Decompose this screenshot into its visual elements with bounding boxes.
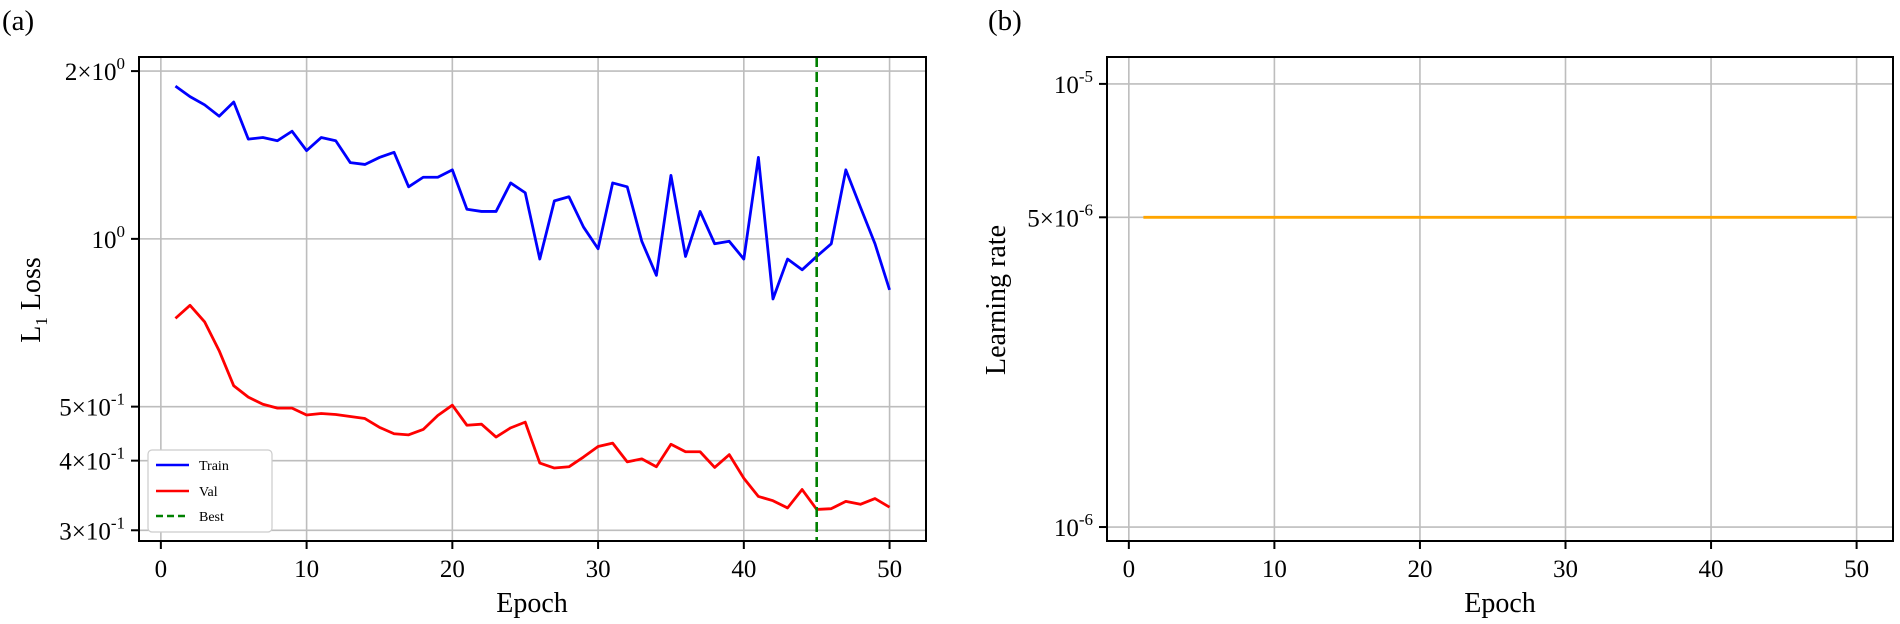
x-tick-label: 0 bbox=[1123, 556, 1136, 583]
x-tick-label: 20 bbox=[1407, 556, 1432, 583]
x-tick-label: 30 bbox=[1553, 556, 1578, 583]
x-tick-label: 50 bbox=[877, 556, 902, 583]
y-tick-label: 2×100 bbox=[65, 54, 125, 86]
loss-axes-frame bbox=[138, 56, 927, 542]
loss-plot-area bbox=[174, 57, 891, 541]
y-tick-label: 5×10-1 bbox=[59, 390, 125, 422]
panel-label-b: (b) bbox=[988, 5, 1022, 37]
x-tick-label: 0 bbox=[155, 556, 168, 583]
legend-train-label: Train bbox=[199, 459, 229, 474]
x-tick-label: 50 bbox=[1844, 556, 1869, 583]
y-tick-label: 5×10-6 bbox=[1027, 200, 1093, 232]
x-tick-label: 40 bbox=[1699, 556, 1724, 583]
loss-y-axis-label: L1 Loss bbox=[16, 257, 51, 343]
x-tick-label: 30 bbox=[586, 556, 611, 583]
y-tick-label: 100 bbox=[92, 222, 126, 254]
series-val-line bbox=[174, 303, 891, 511]
learning-rate-chart: (b) 0 10 20 30 40 50 10-5 5×10-6 10-6 Epoch Lear… bbox=[981, 5, 1894, 619]
legend-val-label: Val bbox=[199, 485, 218, 500]
lr-y-axis-label: Learning rate bbox=[981, 225, 1012, 375]
legend-box bbox=[147, 449, 273, 533]
lr-grid bbox=[1107, 57, 1893, 541]
lr-axes-frame bbox=[1106, 56, 1894, 542]
loss-ticks: 0 10 20 30 40 50 2×100 100 5×10-1 4×10-1 3×10-1 bbox=[59, 54, 902, 583]
x-tick-label: 10 bbox=[1262, 556, 1287, 583]
lr-ticks: 0 10 20 30 40 50 10-5 5×10-6 10-6 bbox=[1027, 67, 1869, 583]
x-tick-label: 40 bbox=[731, 556, 756, 583]
x-tick-label: 20 bbox=[440, 556, 465, 583]
legend-best-label: Best bbox=[199, 510, 224, 525]
y-tick-label: 10-5 bbox=[1054, 67, 1093, 99]
loss-chart: (a) 0 10 20 30 40 50 2×100 100 5×10-1 4×10-1 3×10-… bbox=[2, 5, 927, 619]
y-tick-label: 3×10-1 bbox=[59, 513, 125, 545]
y-tick-label: 10-6 bbox=[1054, 510, 1093, 542]
series-train-line bbox=[174, 84, 891, 301]
y-tick-label: 4×10-1 bbox=[59, 444, 125, 476]
x-tick-label: 10 bbox=[294, 556, 319, 583]
loss-legend: Train Val Best bbox=[147, 449, 273, 533]
panel-label-a: (a) bbox=[2, 5, 34, 37]
loss-x-axis-label: Epoch bbox=[496, 588, 568, 619]
lr-x-axis-label: Epoch bbox=[1464, 588, 1536, 619]
